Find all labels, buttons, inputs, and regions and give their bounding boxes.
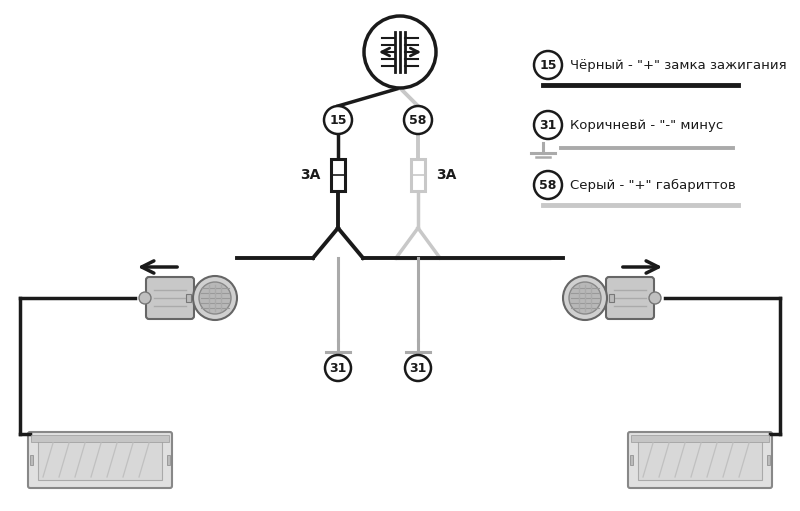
Text: 3А: 3А [436,168,456,182]
Text: Серый - "+" габариттов: Серый - "+" габариттов [570,178,736,192]
Circle shape [534,51,562,79]
Text: Чёрный - "+" замка зажигания: Чёрный - "+" замка зажигания [570,58,786,72]
Bar [38,440,162,480]
Circle shape [569,282,601,314]
Circle shape [404,106,432,134]
Text: 58: 58 [410,113,426,127]
Circle shape [649,292,661,304]
Circle shape [324,106,352,134]
Bar [30,455,33,465]
Bar [631,435,769,442]
Text: 31: 31 [539,119,557,131]
Bar [630,455,633,465]
Bar [767,455,770,465]
FancyBboxPatch shape [606,277,654,319]
Text: 3А: 3А [300,168,320,182]
Text: 31: 31 [330,361,346,375]
Circle shape [193,276,237,320]
Text: 31: 31 [410,361,426,375]
Circle shape [139,292,151,304]
Text: Коричневй - "-" минус: Коричневй - "-" минус [570,119,723,131]
Bar [411,159,425,191]
Circle shape [534,171,562,199]
Circle shape [364,16,436,88]
Bar [638,440,762,480]
Bar [609,294,614,302]
Circle shape [563,276,607,320]
Circle shape [325,355,351,381]
Bar [331,159,345,191]
Text: 15: 15 [539,58,557,72]
Circle shape [405,355,431,381]
Text: 58: 58 [539,178,557,192]
FancyBboxPatch shape [628,432,772,488]
FancyBboxPatch shape [146,277,194,319]
FancyBboxPatch shape [28,432,172,488]
Bar [167,455,170,465]
Circle shape [199,282,231,314]
Bar [31,435,169,442]
Text: 15: 15 [330,113,346,127]
Circle shape [534,111,562,139]
Bar [186,294,191,302]
